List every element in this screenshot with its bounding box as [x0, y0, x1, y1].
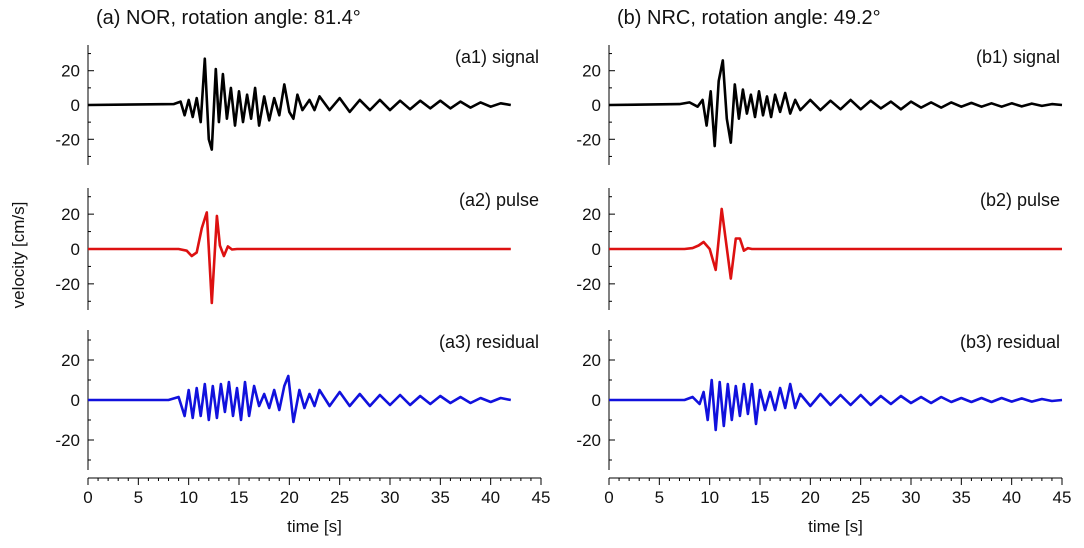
- series-line: [608, 59, 1063, 148]
- chart-title: (a) NOR, rotation angle: 81.4°: [96, 7, 361, 29]
- x-tick-label: 45: [532, 488, 551, 507]
- x-tick-label: 15: [230, 488, 249, 507]
- x-axis: 0 5 10 15 20 25 30 35 40 45 time [s]: [83, 477, 551, 536]
- panel-label: (b3) residual: [960, 332, 1060, 352]
- x-tick-label: 5: [655, 488, 664, 507]
- y-tick-label: 20: [61, 62, 80, 81]
- x-tick-label: 35: [431, 488, 450, 507]
- y-tick-label: 20: [61, 205, 80, 224]
- series-line: [609, 378, 1063, 432]
- x-tick-label: 30: [902, 488, 921, 507]
- chart-title: (b) NRC, rotation angle: 49.2°: [617, 7, 881, 29]
- plots: (a) NOR, rotation angle: 81.4° -20 0 20 (a1)…: [55, 7, 1071, 536]
- panel-label: (b1) signal: [976, 47, 1060, 67]
- chart-0: (a) NOR, rotation angle: 81.4° -20 0 20 (a1)…: [55, 7, 550, 536]
- x-tick-label: 35: [952, 488, 971, 507]
- x-tick-label: 15: [751, 488, 770, 507]
- y-tick-label: 20: [582, 62, 601, 81]
- x-tick-label: 10: [700, 488, 719, 507]
- x-tick-label: 0: [83, 488, 92, 507]
- y-tick-label: 0: [71, 391, 80, 410]
- series-line: [609, 207, 1062, 280]
- panel-1: -20 0 20 (b2) pulse: [576, 188, 1062, 310]
- panel-2: -20 0 20 (b3) residual: [576, 330, 1063, 470]
- panel-1: -20 0 20 (a2) pulse: [55, 188, 539, 310]
- y-tick-label: 0: [71, 240, 80, 259]
- x-tick-label: 0: [604, 488, 613, 507]
- y-tick-label: -20: [576, 130, 601, 149]
- y-tick-label: -20: [576, 275, 601, 294]
- y-tick-label: -20: [576, 431, 601, 450]
- y-tick-label: -20: [55, 431, 80, 450]
- x-tick-label: 20: [801, 488, 820, 507]
- series-line: [88, 211, 511, 305]
- y-tick-label: 0: [592, 240, 601, 259]
- x-tick-label: 25: [330, 488, 349, 507]
- x-tick-label: 40: [481, 488, 500, 507]
- y-tick-label: 0: [592, 96, 601, 115]
- y-tick-label: 0: [592, 391, 601, 410]
- x-tick-label: 45: [1053, 488, 1072, 507]
- y-tick-label: -20: [55, 130, 80, 149]
- panel-2: -20 0 20 (a3) residual: [55, 330, 539, 470]
- x-tick-label: 40: [1002, 488, 1021, 507]
- panel-label: (a2) pulse: [459, 190, 539, 210]
- chart-1: (b) NRC, rotation angle: 49.2° -20 0 20 (b1)…: [576, 7, 1071, 536]
- y-tick-label: 20: [582, 205, 601, 224]
- panel-label: (a1) signal: [455, 47, 539, 67]
- panel-0: -20 0 20 (a1) signal: [55, 45, 539, 165]
- x-tick-label: 30: [381, 488, 400, 507]
- y-tick-label: 20: [61, 351, 80, 370]
- panel-label: (b2) pulse: [980, 190, 1060, 210]
- y-tick-label: 20: [582, 351, 601, 370]
- series-line: [88, 374, 512, 424]
- x-axis-title: time [s]: [287, 517, 342, 536]
- figure-ylabel: velocity [cm/s]: [9, 202, 28, 309]
- panel-label: (a3) residual: [439, 332, 539, 352]
- y-tick-label: 0: [71, 96, 80, 115]
- x-tick-label: 10: [179, 488, 198, 507]
- panel-0: -20 0 20 (b1) signal: [576, 45, 1063, 165]
- y-tick-label: -20: [55, 275, 80, 294]
- x-axis: 0 5 10 15 20 25 30 35 40 45 time [s]: [604, 477, 1072, 536]
- x-tick-label: 25: [851, 488, 870, 507]
- x-tick-label: 20: [280, 488, 299, 507]
- series-line: [87, 57, 512, 151]
- x-tick-label: 5: [134, 488, 143, 507]
- x-axis-title: time [s]: [808, 517, 863, 536]
